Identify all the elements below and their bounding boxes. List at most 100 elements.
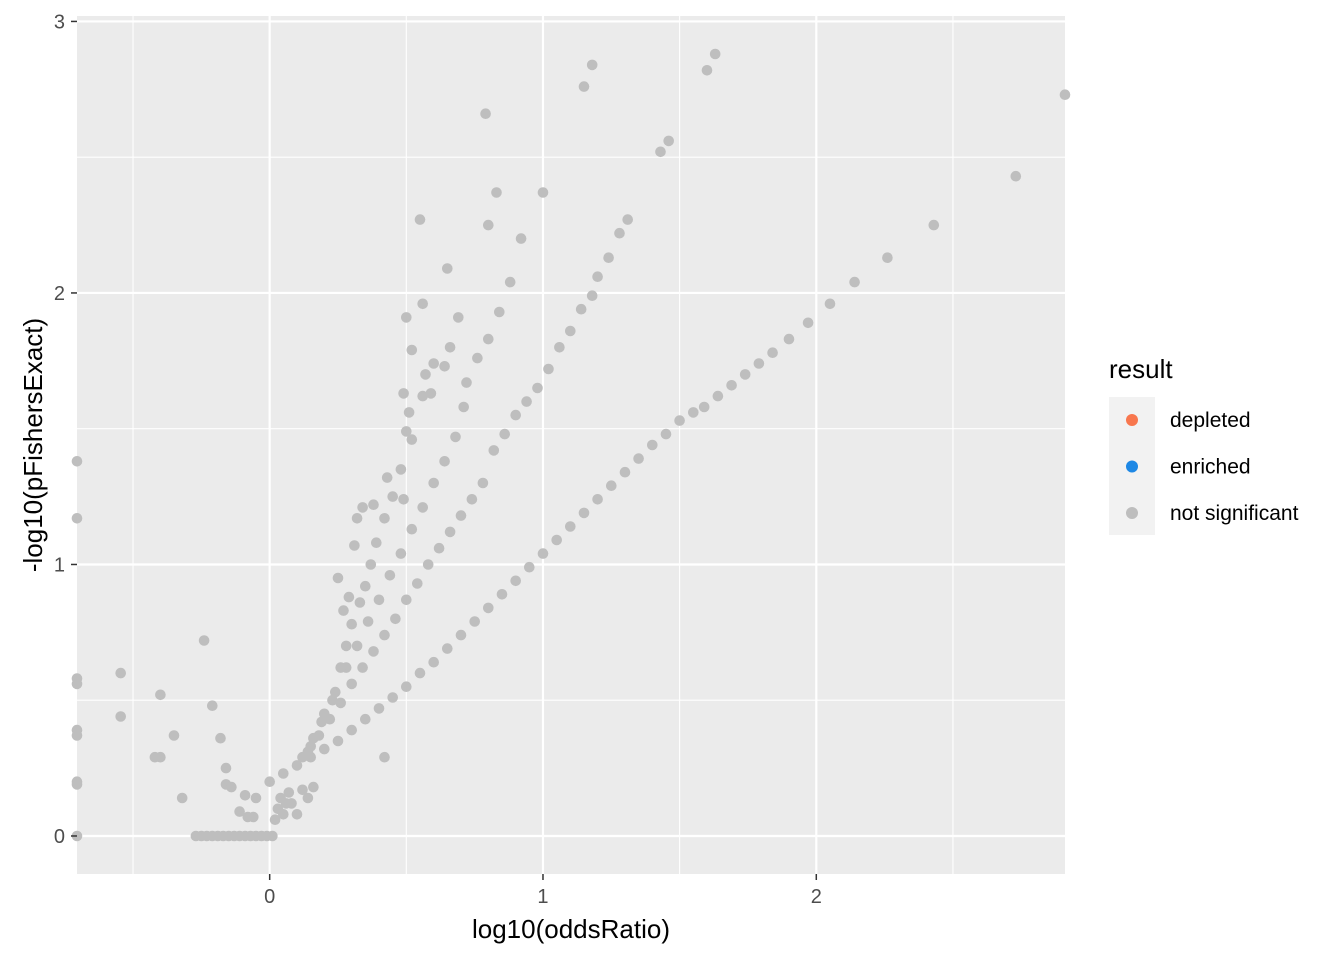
data-point — [543, 363, 554, 375]
data-point — [455, 629, 467, 641]
data-point — [428, 656, 440, 668]
data-point — [499, 428, 511, 440]
data-point — [726, 380, 737, 391]
data-point — [250, 792, 262, 804]
data-point — [698, 401, 710, 413]
data-point — [373, 703, 385, 714]
data-point — [71, 678, 83, 690]
data-point — [660, 428, 672, 440]
data-point — [302, 792, 314, 804]
data-point — [412, 578, 423, 589]
legend-label: not significant — [1170, 502, 1299, 525]
data-point — [458, 401, 470, 413]
data-point — [510, 409, 521, 421]
data-point — [313, 730, 325, 741]
data-point — [387, 692, 399, 703]
data-point — [379, 751, 390, 763]
data-point — [398, 388, 409, 399]
data-point — [783, 333, 795, 345]
data-point — [343, 591, 355, 603]
data-point — [384, 570, 396, 581]
data-point — [633, 453, 644, 464]
data-point — [428, 477, 440, 489]
data-point — [401, 426, 412, 437]
data-point — [215, 732, 226, 744]
data-point — [390, 613, 401, 625]
data-point — [439, 361, 450, 372]
data-point — [494, 306, 505, 318]
data-point — [319, 743, 330, 755]
data-point — [278, 809, 289, 820]
data-point — [674, 415, 685, 426]
data-point — [496, 589, 508, 600]
data-point — [565, 521, 576, 532]
data-point — [324, 713, 336, 725]
legend-key-not-significant — [1126, 507, 1138, 519]
data-point — [453, 312, 464, 323]
data-point — [338, 605, 349, 616]
data-point — [480, 108, 491, 119]
data-point — [71, 779, 83, 790]
data-point — [655, 146, 666, 158]
data-point — [1010, 170, 1022, 182]
data-point — [71, 730, 83, 741]
data-point — [417, 390, 429, 402]
data-point — [444, 342, 456, 353]
y-axis: 0 1 2 3 — [54, 11, 77, 848]
data-point — [198, 635, 210, 646]
data-point — [802, 317, 814, 329]
data-point — [401, 312, 412, 323]
data-point — [291, 760, 303, 771]
data-point — [532, 382, 543, 394]
data-point — [425, 388, 437, 399]
data-point — [379, 629, 390, 641]
data-point — [510, 575, 521, 587]
data-point — [71, 513, 83, 524]
data-point — [928, 219, 940, 231]
data-point — [586, 290, 598, 302]
data-point — [395, 464, 407, 475]
data-point — [269, 814, 281, 825]
data-point — [420, 369, 431, 380]
data-point — [554, 342, 565, 353]
data-point — [712, 390, 724, 402]
data-point — [401, 681, 412, 692]
panel-background — [77, 16, 1065, 874]
data-point — [455, 510, 467, 521]
data-point — [332, 735, 344, 747]
data-point — [401, 594, 412, 606]
data-point — [234, 806, 245, 817]
data-point — [578, 81, 590, 92]
data-point — [155, 751, 166, 763]
y-axis-title: -log10(pFishersExact) — [18, 318, 48, 572]
data-point — [461, 377, 472, 388]
x-tick-label: 2 — [811, 886, 822, 908]
data-point — [176, 792, 188, 804]
data-point — [349, 540, 360, 551]
data-point — [739, 369, 751, 380]
legend-key-depleted — [1126, 414, 1138, 426]
data-point — [709, 48, 721, 60]
y-tick-label: 0 — [54, 826, 65, 848]
data-point — [622, 214, 633, 225]
grid-minor — [77, 16, 1065, 874]
data-point — [422, 559, 434, 570]
data-point — [351, 513, 363, 524]
data-point — [1059, 89, 1071, 100]
data-point — [417, 502, 429, 513]
data-point — [469, 616, 481, 627]
data-point — [379, 513, 390, 524]
data-point — [368, 499, 379, 511]
data-point — [327, 694, 338, 706]
data-point — [155, 689, 166, 701]
data-point — [316, 716, 327, 728]
data-point — [753, 358, 765, 369]
data-point — [504, 276, 516, 288]
data-point — [357, 502, 368, 513]
data-point — [115, 711, 126, 722]
data-point — [346, 724, 358, 736]
data-point — [371, 537, 382, 548]
data-point — [398, 494, 409, 505]
data-point — [442, 643, 453, 654]
